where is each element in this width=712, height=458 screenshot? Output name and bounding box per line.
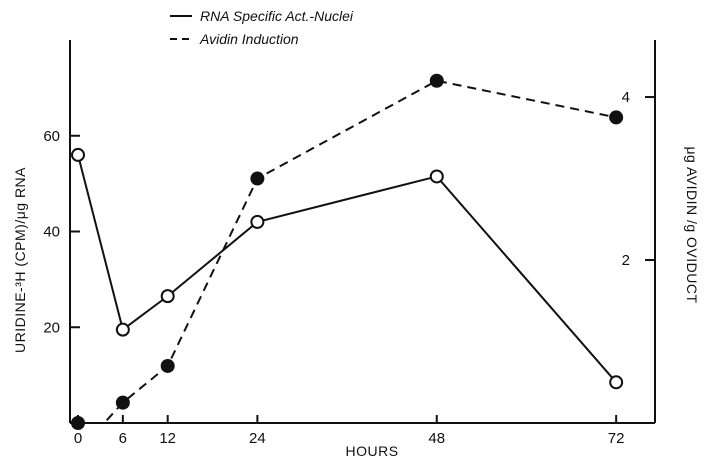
series-0-point: [160, 289, 175, 304]
y-left-axis-title: URIDINE-³H (CPM)/μg RNA: [12, 167, 28, 353]
x-tick-label: 6: [119, 430, 127, 447]
x-tick-label: 72: [608, 430, 625, 447]
x-tick-label: 0: [74, 430, 82, 447]
series-0-point: [429, 169, 444, 184]
series-0-point: [609, 375, 624, 390]
y-right-tick-label: 4: [622, 89, 630, 106]
legend-label-rna: RNA Specific Act.-Nuclei: [200, 8, 354, 24]
y-left-tick-label: 40: [43, 224, 60, 241]
series-0-point: [250, 214, 265, 229]
series-0-point: [71, 147, 85, 162]
y-left-tick-label: 60: [43, 128, 60, 145]
y-right-axis-title: μg AVIDIN /g OVIDUCT: [684, 146, 700, 303]
y-left-ticks: 20 40 60: [43, 128, 80, 336]
series-1-point: [429, 73, 444, 88]
x-ticks: 0 6 12 24 48 72: [74, 415, 625, 447]
series-line-1: [78, 79, 617, 424]
x-tick-label: 12: [159, 430, 176, 447]
x-tick-label: 24: [249, 430, 266, 447]
series-1-point: [609, 110, 624, 125]
legend-label-avidin: Avidin Induction: [199, 31, 299, 47]
x-axis-title: HOURS: [345, 443, 398, 458]
series-line-0: [77, 154, 617, 383]
y-right-ticks: 24: [622, 89, 655, 269]
series-1-point: [115, 395, 130, 410]
y-right-tick-label: 2: [622, 252, 630, 269]
legend: RNA Specific Act.-Nuclei Avidin Inductio…: [170, 8, 354, 47]
series-0-point: [115, 322, 130, 337]
series-1-point: [71, 416, 85, 430]
series-1-point: [250, 171, 265, 186]
series-group: [71, 73, 624, 430]
y-left-tick-label: 20: [43, 319, 60, 336]
x-tick-label: 48: [428, 430, 445, 447]
series-1-point: [160, 358, 175, 373]
